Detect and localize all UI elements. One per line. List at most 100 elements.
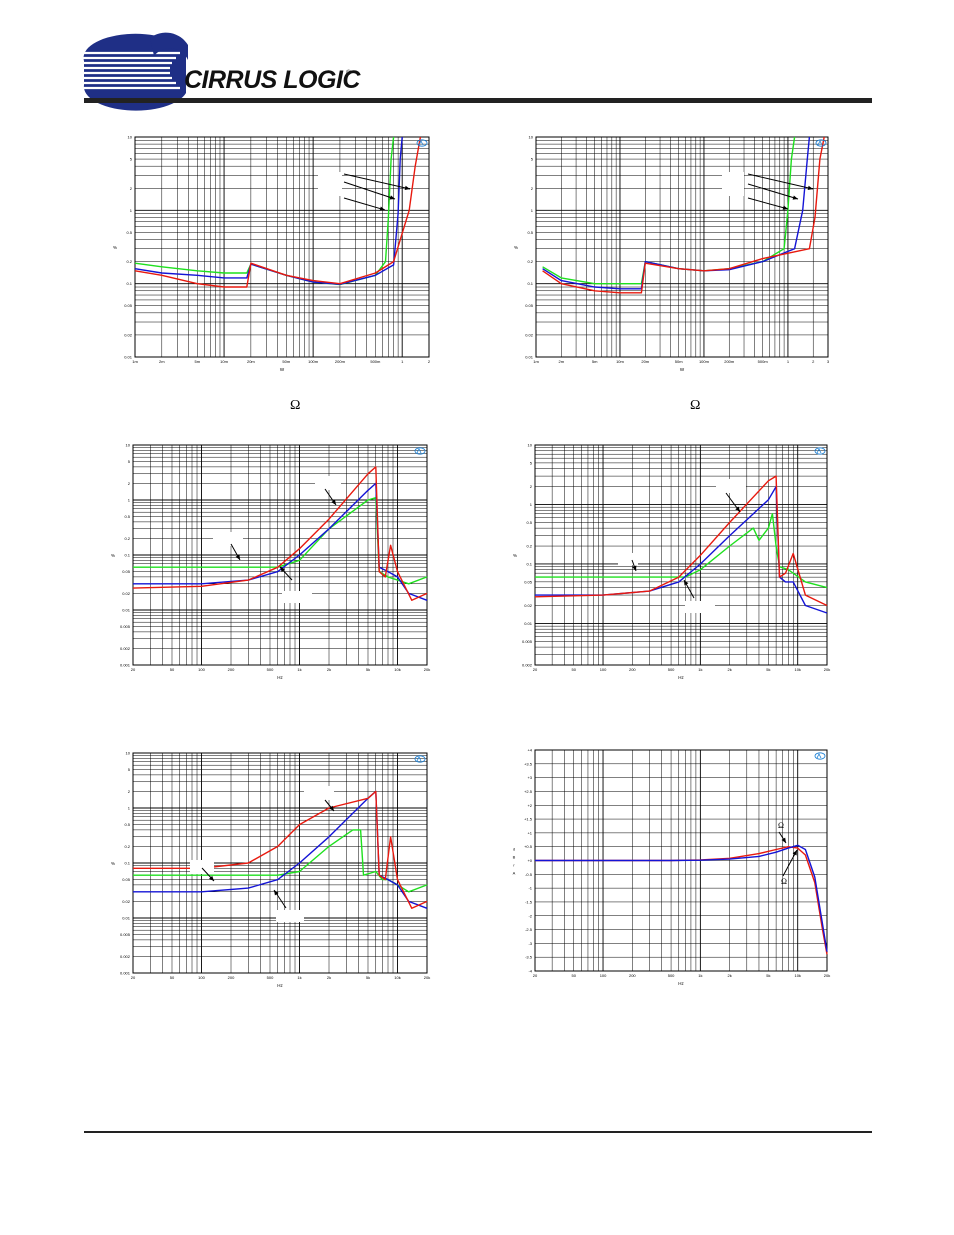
- x-tick-label: 20: [533, 667, 538, 672]
- x-tick-label: 500: [668, 973, 675, 978]
- y-tick-label: 0.1: [124, 861, 130, 866]
- ap-logo-icon: [414, 755, 426, 763]
- x-tick-label: 50m: [675, 359, 683, 364]
- arrow-head: [208, 875, 214, 881]
- y-tick-label: -2.5: [525, 927, 533, 932]
- arrow-head: [379, 206, 385, 211]
- y-tick-label: 0.005: [120, 624, 131, 629]
- arrow-head: [735, 506, 740, 512]
- x-tick-label: 20m: [641, 359, 649, 364]
- arrow-head: [792, 195, 798, 200]
- arrow-head: [274, 890, 279, 896]
- caption-omega-left: Ω: [290, 398, 301, 413]
- x-tick-label: 50: [170, 975, 175, 980]
- y-tick-label: 5: [531, 157, 534, 162]
- arrow-head: [632, 565, 637, 571]
- arrow-head: [792, 850, 797, 856]
- series-line-green: [133, 497, 428, 585]
- x-axis-label: Hz: [678, 675, 684, 680]
- x-tick-label: 2m: [159, 359, 165, 364]
- x-tick-label: 200m: [724, 359, 735, 364]
- y-tick-label: 0.5: [126, 230, 132, 235]
- y-tick-label: 0.005: [120, 932, 131, 937]
- y-tick-label: 0.5: [124, 822, 130, 827]
- y-tick-label: 10: [126, 751, 131, 756]
- y-tick-label: 0.002: [120, 646, 131, 651]
- x-tick-label: 50: [170, 667, 175, 672]
- y-tick-label: 10: [528, 443, 533, 448]
- y-tick-label: 5: [130, 157, 133, 162]
- y-tick-label: 1: [530, 502, 533, 507]
- y-tick-label: 0.2: [126, 259, 132, 264]
- arrow-head: [684, 580, 689, 586]
- y-tick-label: 0.05: [124, 303, 133, 308]
- y-tick-label: 0.01: [122, 916, 131, 921]
- label-plate: [213, 532, 243, 546]
- series-line-red: [134, 136, 422, 288]
- x-tick-label: 200: [629, 667, 636, 672]
- label-plate: [282, 591, 312, 603]
- x-tick-label: 20k: [824, 667, 830, 672]
- x-tick-label: 20k: [424, 975, 430, 980]
- y-tick-label: 0.05: [524, 579, 533, 584]
- x-tick-label: 10m: [616, 359, 624, 364]
- y-tick-label: 0.02: [525, 332, 534, 337]
- y-axis-label: B: [513, 855, 516, 860]
- y-tick-label: 0.2: [124, 844, 130, 849]
- y-tick-label: 0.02: [124, 332, 133, 337]
- series-line-green: [535, 513, 828, 589]
- y-tick-label: 0.001: [120, 971, 131, 976]
- y-axis-label: r: [513, 863, 515, 868]
- y-tick-label: -0.5: [525, 872, 533, 877]
- x-tick-label: 1: [401, 359, 404, 364]
- ap-logo-icon: [815, 139, 827, 147]
- y-axis-label: A: [513, 871, 516, 876]
- x-tick-label: 5k: [766, 667, 770, 672]
- y-tick-label: 0.02: [122, 899, 131, 904]
- x-tick-label: 2m: [558, 359, 564, 364]
- y-tick-label: 2: [530, 484, 533, 489]
- x-tick-label: 50: [572, 667, 577, 672]
- arrow-head: [280, 567, 286, 573]
- label-plate: [722, 172, 744, 196]
- y-tick-label: 0.01: [124, 355, 133, 360]
- x-tick-label: 500: [267, 975, 274, 980]
- logo-text: CIRRUS LOGIC: [184, 66, 360, 94]
- plot-frame: [535, 136, 829, 358]
- arrow-head: [329, 805, 334, 811]
- x-tick-label: 1k: [698, 667, 702, 672]
- y-axis-label: %: [111, 861, 115, 866]
- y-tick-label: +1: [527, 830, 532, 835]
- x-tick-label: 200m: [335, 359, 346, 364]
- logo-registered-mark: ®: [346, 70, 352, 77]
- pointer-arrow: [343, 173, 411, 190]
- y-tick-label: +3: [527, 775, 532, 780]
- plot-frame: [534, 444, 828, 666]
- y-tick-label: 0.2: [526, 544, 532, 549]
- x-tick-label: 500: [267, 667, 274, 672]
- y-tick-label: 2: [128, 481, 131, 486]
- y-tick-label: -3: [528, 941, 532, 946]
- x-tick-label: 50m: [282, 359, 290, 364]
- y-tick-label: -2: [528, 913, 532, 918]
- pointer-arrow: [747, 183, 799, 200]
- x-tick-label: 3: [827, 359, 830, 364]
- x-axis-label: W: [680, 367, 685, 372]
- label-plate: [318, 172, 342, 196]
- y-tick-label: 10: [128, 135, 133, 140]
- x-tick-label: 200: [629, 973, 636, 978]
- arrow-head: [807, 185, 813, 191]
- x-tick-label: 20k: [824, 973, 830, 978]
- x-tick-label: 1: [787, 359, 790, 364]
- x-tick-label: 2: [428, 359, 431, 364]
- x-tick-label: 20: [131, 667, 136, 672]
- x-tick-label: 100: [198, 667, 205, 672]
- series-line-blue: [535, 844, 828, 952]
- y-tick-label: 0.05: [525, 303, 534, 308]
- gridlines: [135, 137, 429, 357]
- y-tick-label: +4: [527, 748, 532, 753]
- gridlines: [535, 445, 827, 665]
- arrow-head: [235, 554, 240, 560]
- x-tick-label: 1k: [698, 973, 702, 978]
